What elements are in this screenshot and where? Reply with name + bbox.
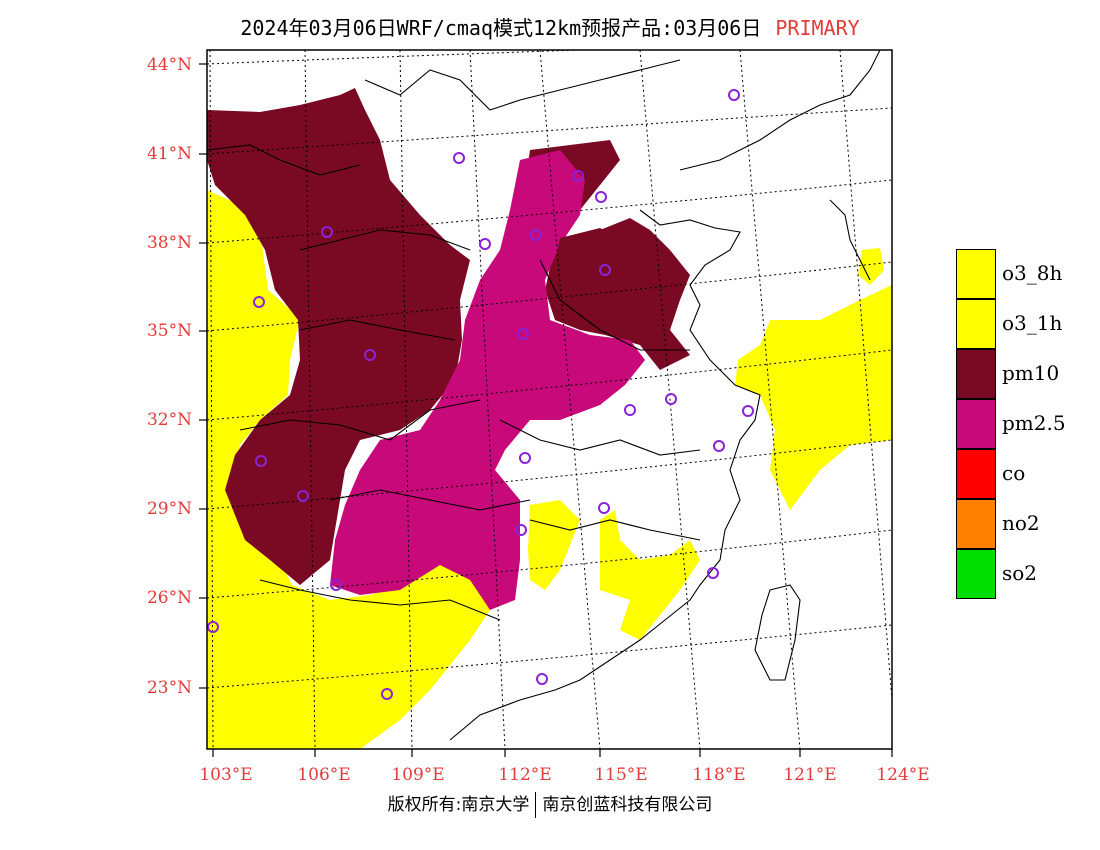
lat-label-29: 29°N	[146, 499, 192, 519]
footer-separator	[535, 792, 537, 818]
pm25-region-central	[330, 150, 645, 610]
o3-region-east-sea	[735, 285, 892, 510]
legend-label: no2	[1002, 511, 1040, 535]
lon-label-106: 106°E	[297, 765, 351, 785]
lat-label-35: 35°N	[146, 321, 192, 341]
legend-swatch	[956, 549, 996, 599]
station-marker	[381, 688, 393, 700]
station-marker	[297, 490, 309, 502]
o3-region-southeast	[600, 510, 700, 640]
legend-label: pm2.5	[1002, 411, 1066, 435]
primary-tag: PRIMARY	[775, 16, 860, 40]
lon-label-121: 121°E	[783, 765, 837, 785]
station-marker	[665, 393, 677, 405]
station-marker	[519, 452, 531, 464]
legend-swatch	[956, 349, 996, 399]
legend-label: so2	[1002, 561, 1038, 585]
legend-swatch	[956, 449, 996, 499]
o3-region-south-central	[528, 500, 580, 590]
lat-label-32: 32°N	[146, 410, 192, 430]
station-markers	[207, 89, 754, 700]
legend-label: co	[1002, 461, 1026, 485]
axis-ticks	[199, 63, 893, 757]
station-marker	[517, 328, 529, 340]
station-marker	[572, 170, 584, 182]
lon-label-103: 103°E	[199, 765, 253, 785]
station-marker	[624, 404, 636, 416]
station-marker	[599, 264, 611, 276]
station-marker	[598, 502, 610, 514]
station-marker	[515, 524, 527, 536]
legend-swatch	[956, 299, 996, 349]
lon-label-124: 124°E	[876, 765, 930, 785]
station-marker	[453, 152, 465, 164]
o3-region-korea	[858, 248, 884, 285]
station-marker	[536, 673, 548, 685]
lat-label-26: 26°N	[146, 588, 192, 608]
station-marker	[321, 226, 333, 238]
o3-region-southwest	[207, 190, 500, 749]
station-marker	[713, 440, 725, 452]
station-marker	[255, 455, 267, 467]
lon-label-109: 109°E	[391, 765, 445, 785]
station-marker	[707, 567, 719, 579]
pm10-region-north	[207, 88, 470, 585]
pm10-spot-east	[552, 228, 622, 300]
legend-label: o3_8h	[1002, 261, 1063, 285]
legend-swatch	[956, 499, 996, 549]
station-marker	[479, 238, 491, 250]
map-border	[206, 49, 893, 750]
lat-label-38: 38°N	[146, 233, 192, 253]
map-title: 2024年03月06日WRF/cmaq模式12km预报产品:03月06日 PRIM…	[0, 12, 1100, 41]
lon-label-112: 112°E	[498, 765, 552, 785]
station-marker	[364, 349, 376, 361]
station-marker	[728, 89, 740, 101]
title-text: 2024年03月06日WRF/cmaq模式12km预报产品:03月06日	[240, 16, 762, 40]
legend-swatch	[956, 249, 996, 299]
lon-label-118: 118°E	[692, 765, 746, 785]
lon-label-115: 115°E	[594, 765, 648, 785]
copyright-footer: 版权所有:南京大学 南京创蓝科技有限公司	[0, 790, 1100, 818]
legend-label: o3_1h	[1002, 311, 1063, 335]
station-marker	[595, 191, 607, 203]
lat-label-23: 23°N	[146, 678, 192, 698]
boundaries	[207, 50, 881, 741]
lat-label-41: 41°N	[146, 144, 192, 164]
pollutant-field	[207, 88, 892, 749]
legend-label: pm10	[1002, 361, 1060, 385]
copyright-right: 南京创蓝科技有限公司	[542, 795, 713, 815]
station-marker	[742, 405, 754, 417]
station-marker	[253, 296, 265, 308]
lat-label-44: 44°N	[146, 55, 192, 75]
copyright-left: 版权所有:南京大学	[387, 795, 530, 815]
graticule	[207, 50, 892, 749]
station-marker	[530, 229, 542, 241]
legend-swatch	[956, 399, 996, 449]
station-marker	[330, 579, 342, 591]
station-marker	[207, 621, 219, 633]
